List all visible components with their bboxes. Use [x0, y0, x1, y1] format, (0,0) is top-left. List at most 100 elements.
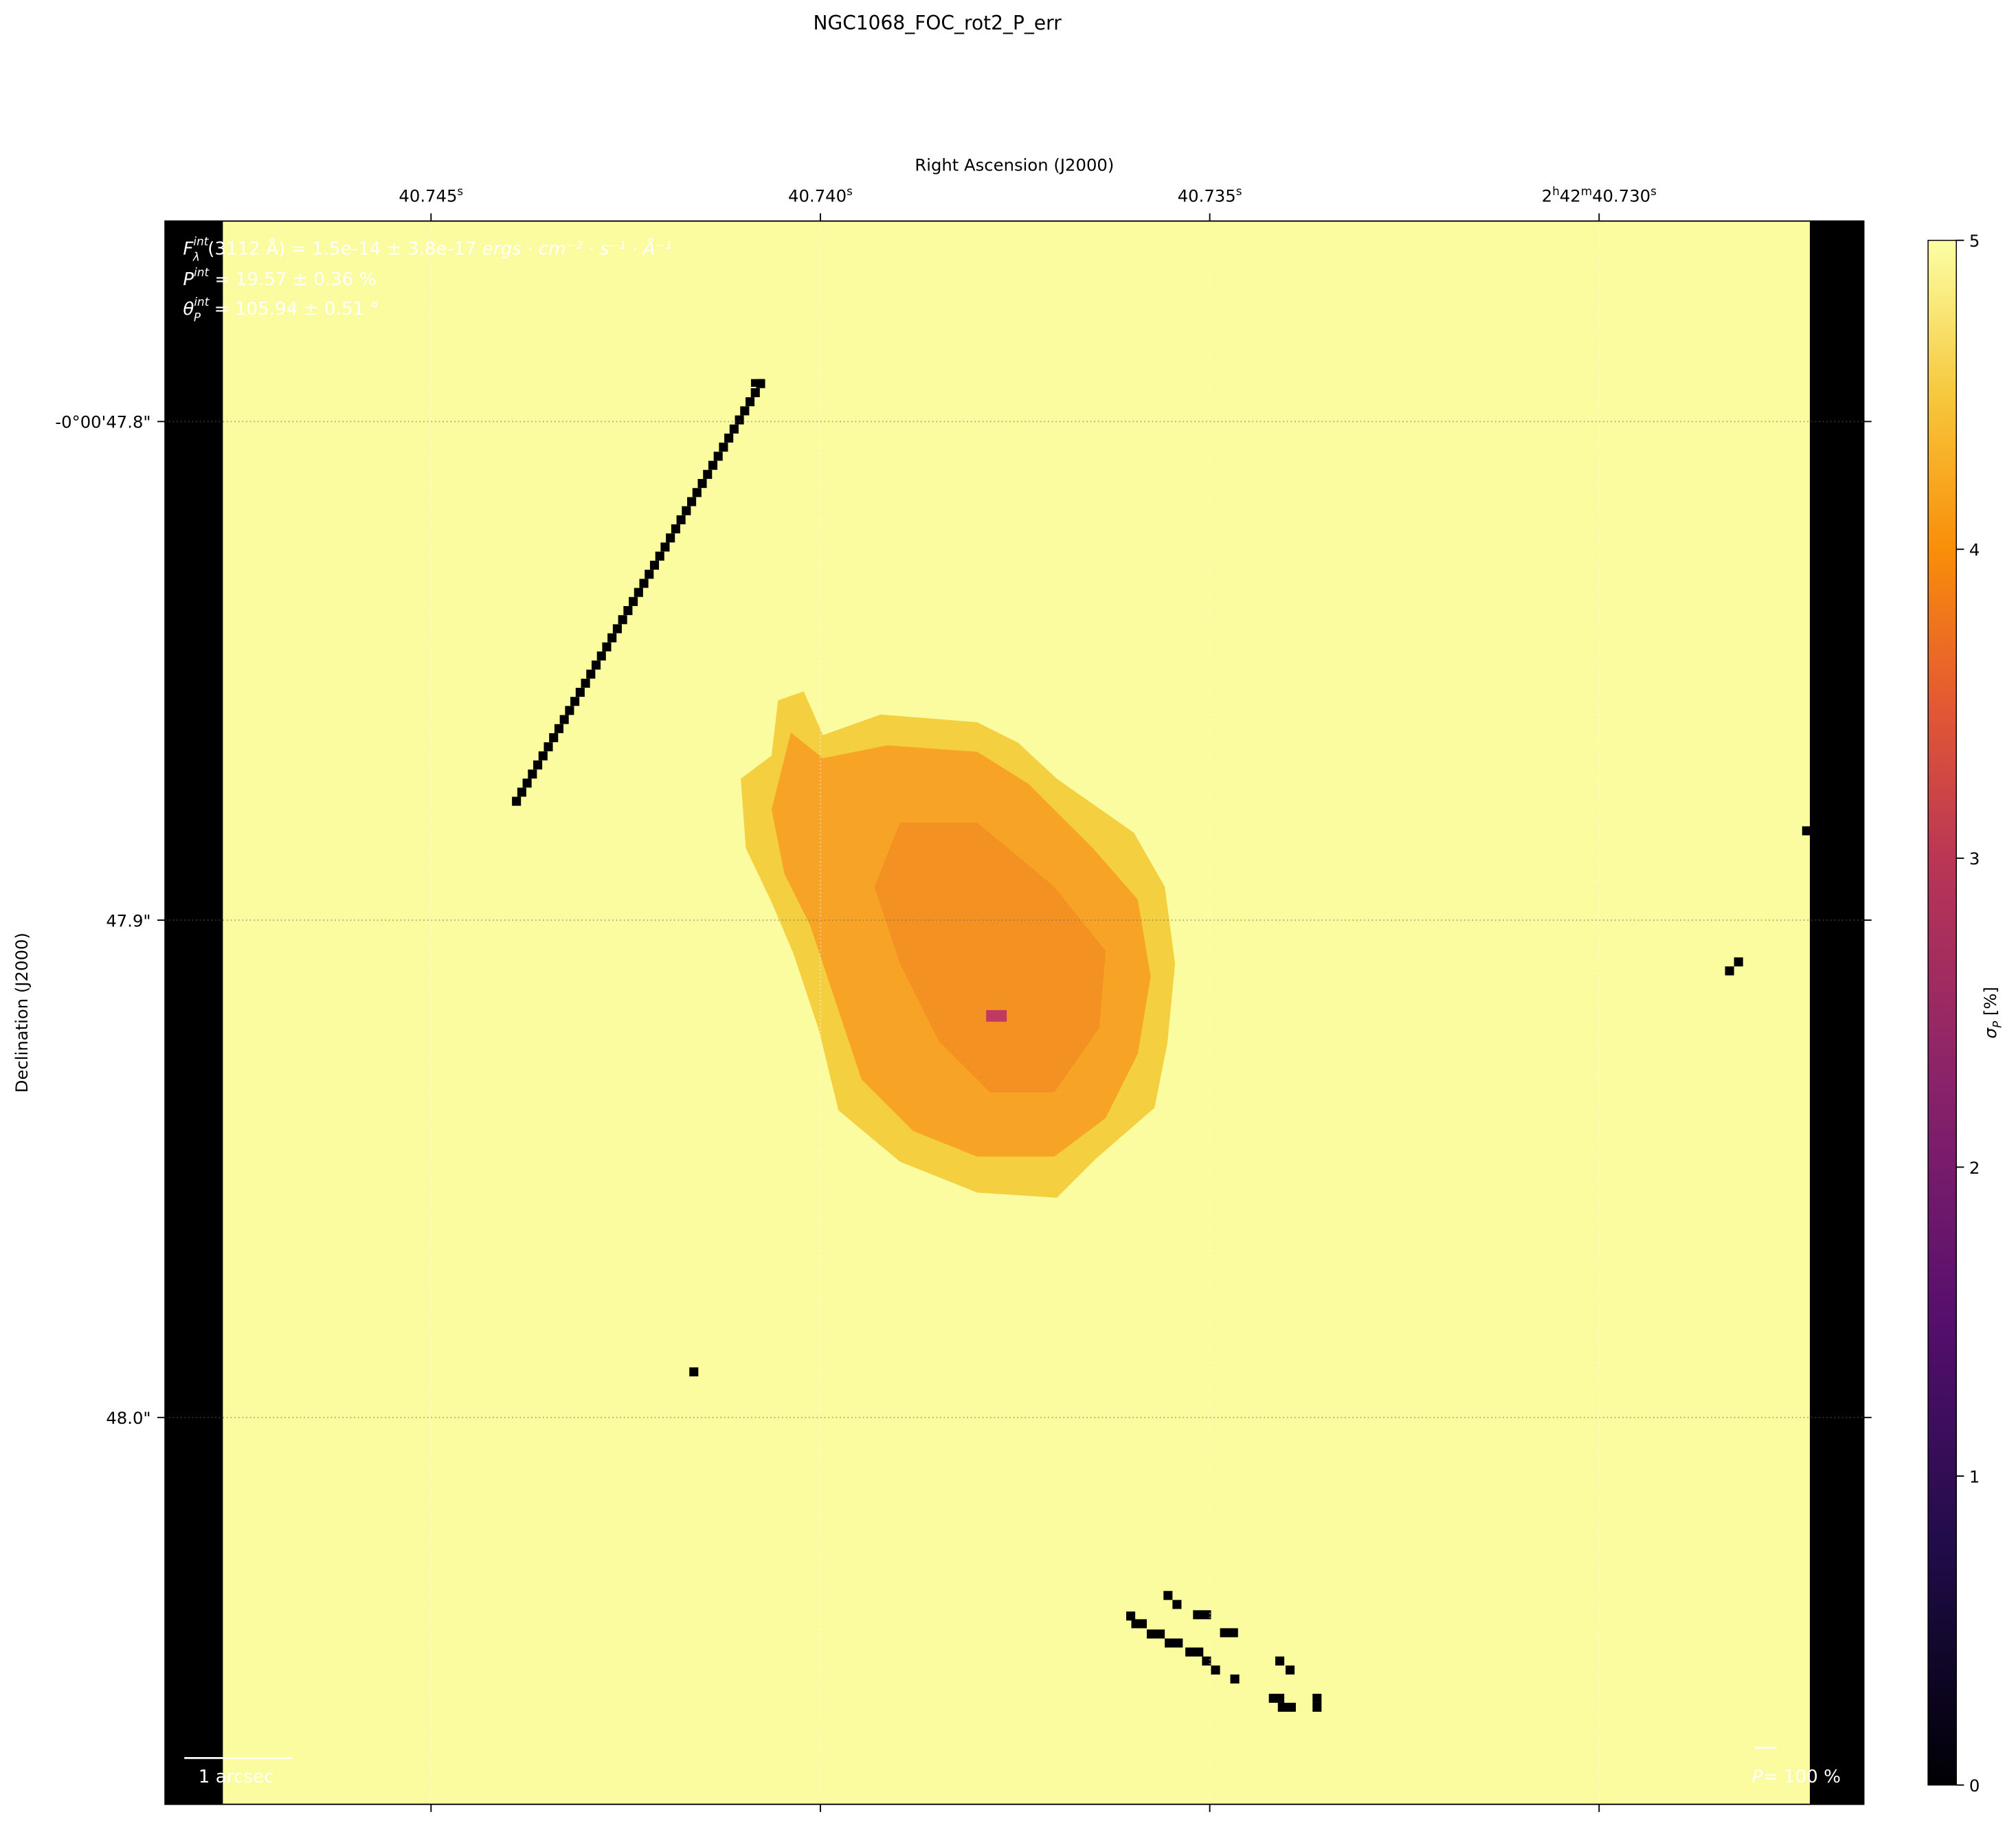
masked-pixel	[1268, 1693, 1285, 1703]
masked-pixel	[692, 488, 702, 498]
masked-pixel	[750, 388, 760, 397]
masked-pixel	[713, 451, 723, 461]
masked-pixel	[586, 669, 596, 679]
flux-annotation: Fint λ (3112 Å) = 1.5e-14 ± 3.8e-17 ergs ·…	[183, 234, 672, 263]
masked-pixel	[719, 443, 728, 452]
masked-pixel	[1725, 966, 1734, 976]
masked-pixel	[676, 515, 686, 524]
masked-pixel	[746, 397, 755, 407]
x-ticks: 40.745s 40.740s 40.735s 2h42m40.730s	[399, 184, 1657, 1812]
masked-pixel	[649, 560, 660, 570]
masked-pixel	[703, 469, 713, 479]
colorbar-tick-label: 2	[1969, 1158, 1980, 1178]
masked-pixel	[1734, 957, 1743, 967]
masked-pixel	[682, 506, 691, 515]
y-axis-label: Declination (J2000)	[12, 932, 32, 1093]
masked-pixel	[1126, 1611, 1136, 1621]
emission-blob-core	[874, 822, 1106, 1093]
masked-pixel	[687, 497, 697, 506]
masked-pixel	[596, 651, 606, 661]
masked-pixel	[1809, 826, 1819, 836]
masked-pixel	[1185, 1647, 1204, 1657]
masked-pixel	[1312, 1702, 1322, 1712]
masked-pixel	[1202, 1656, 1211, 1666]
masked-pixel	[618, 615, 627, 625]
y-ticks: -0°00'47.8" 47.9" 48.0"	[55, 412, 1872, 1428]
masked-pixel	[1131, 1619, 1147, 1629]
polarization-annotation: Pint = 19.57 ± 0.36 %	[183, 265, 376, 290]
masked-pixel	[655, 551, 664, 561]
masked-pixel	[1146, 1629, 1165, 1639]
masked-pixels	[512, 379, 1819, 1712]
masked-pixel	[1230, 1674, 1240, 1684]
y-tick-label: 47.9"	[106, 910, 150, 930]
colorbar-tick-label: 4	[1969, 540, 1980, 560]
x-tick-label: 40.740s	[788, 184, 853, 205]
masked-pixel	[645, 570, 654, 579]
masked-pixel	[708, 460, 718, 470]
grid-lines	[165, 221, 1864, 1805]
plot-area: Fint λ (3112 Å) = 1.5e-14 ± 3.8e-17 ergs ·…	[165, 221, 1864, 1805]
masked-pixel	[581, 678, 590, 688]
masked-pixel	[697, 479, 707, 489]
masked-pixel	[1312, 1693, 1322, 1703]
masked-pixel	[549, 733, 559, 743]
masked-pixel	[591, 660, 601, 670]
masked-pixel	[639, 579, 649, 588]
x-tick-label: 2h42m40.730s	[1542, 184, 1657, 205]
pol-scale-label: P= 100 %	[1752, 1767, 1841, 1787]
masked-pixel	[634, 588, 643, 597]
masked-pixel	[602, 642, 612, 651]
masked-pixel	[1165, 1638, 1183, 1648]
y-tick-label: -0°00'47.8"	[55, 412, 150, 432]
masked-pixel	[522, 779, 532, 788]
masked-pixel	[1802, 826, 1811, 836]
masked-pixel	[740, 406, 750, 416]
colorbar-tick-label: 1	[1969, 1466, 1980, 1486]
masked-pixel	[517, 787, 526, 797]
masked-pixel	[1211, 1665, 1220, 1675]
masked-pixel	[689, 1367, 699, 1376]
masked-pixel	[1220, 1628, 1238, 1638]
masked-pixel	[607, 633, 617, 643]
masked-pixel	[1193, 1610, 1211, 1620]
masked-pixel	[554, 724, 564, 733]
colorbar-label: σP [%]	[1980, 987, 2004, 1038]
masked-pixel	[565, 706, 574, 715]
colorbar-tick-label: 3	[1969, 849, 1980, 869]
x-tick-label: 40.735s	[1178, 184, 1242, 205]
masked-pixel	[544, 742, 553, 752]
masked-pixel	[629, 596, 638, 606]
masked-pixel	[1285, 1665, 1295, 1675]
colorbar-gradient	[1927, 239, 1957, 1786]
plot-frame	[164, 220, 1865, 1805]
masked-pixel	[750, 379, 764, 387]
angle-annotation: θint P = 105.94 ± 0.51 °	[183, 295, 379, 324]
masked-pixel	[729, 424, 739, 434]
masked-pixel	[735, 415, 744, 425]
colorbar-tick-label: 5	[1969, 231, 1980, 251]
masked-pixel	[1172, 1600, 1182, 1609]
masked-pixel	[559, 715, 569, 724]
scalebar-label: 1 arcsec	[199, 1767, 274, 1787]
colorbar: 0 1 2 3 4 5 σP [%]	[1927, 231, 2004, 1796]
masked-pixel	[1163, 1591, 1173, 1600]
masked-pixel	[528, 769, 537, 779]
masked-pixel	[666, 533, 675, 543]
center-pixel	[986, 1009, 1007, 1022]
masked-pixel	[533, 760, 543, 770]
masked-pixel	[671, 524, 680, 534]
masked-pixel	[575, 687, 585, 697]
x-axis-label: Right Ascension (J2000)	[915, 155, 1114, 175]
annotation-box: Fint λ (3112 Å) = 1.5e-14 ± 3.8e-17 ergs ·…	[183, 234, 672, 324]
masked-pixel	[512, 796, 522, 806]
masked-left-strip	[165, 221, 223, 1805]
masked-pixel	[1277, 1702, 1296, 1712]
x-tick-label: 40.745s	[399, 184, 463, 205]
y-tick-label: 48.0"	[106, 1408, 150, 1428]
chart-title: NGC1068_FOC_rot2_P_err	[814, 12, 1062, 34]
masked-pixel	[724, 433, 734, 443]
colorbar-tick-label: 0	[1969, 1776, 1980, 1796]
masked-pixel	[538, 751, 548, 761]
